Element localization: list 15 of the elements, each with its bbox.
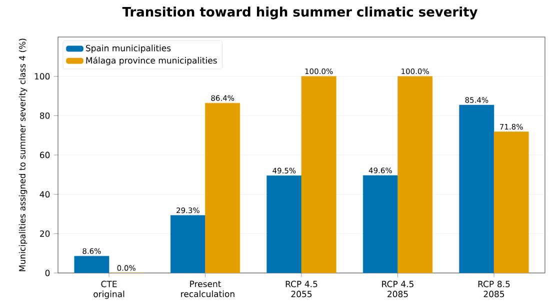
legend-label: Málaga province municipalities: [86, 56, 217, 66]
y-tick-label: 80: [40, 112, 50, 119]
legend-label: Spain municipalities: [86, 44, 171, 53]
y-tick-label: 100: [34, 73, 50, 80]
chart-title: Transition toward high summer climatic severity: [122, 6, 478, 20]
x-tick-label: RCP 8.5 2085: [478, 280, 510, 298]
y-axis-title: Municipalities assigned to summer severity class 4 (%): [18, 38, 28, 272]
y-tick-label: 0: [45, 270, 50, 276]
x-tick-label: RCP 4.5 2055: [286, 280, 318, 298]
y-tick-label: 40: [40, 191, 50, 198]
x-tick-label: CTE original: [94, 280, 124, 299]
y-tick-label: 20: [40, 230, 50, 237]
x-tick-label: RCP 4.5 2085: [382, 280, 414, 298]
x-tick-label: Present recalculation: [181, 280, 234, 298]
y-tick-label: 60: [40, 152, 50, 158]
